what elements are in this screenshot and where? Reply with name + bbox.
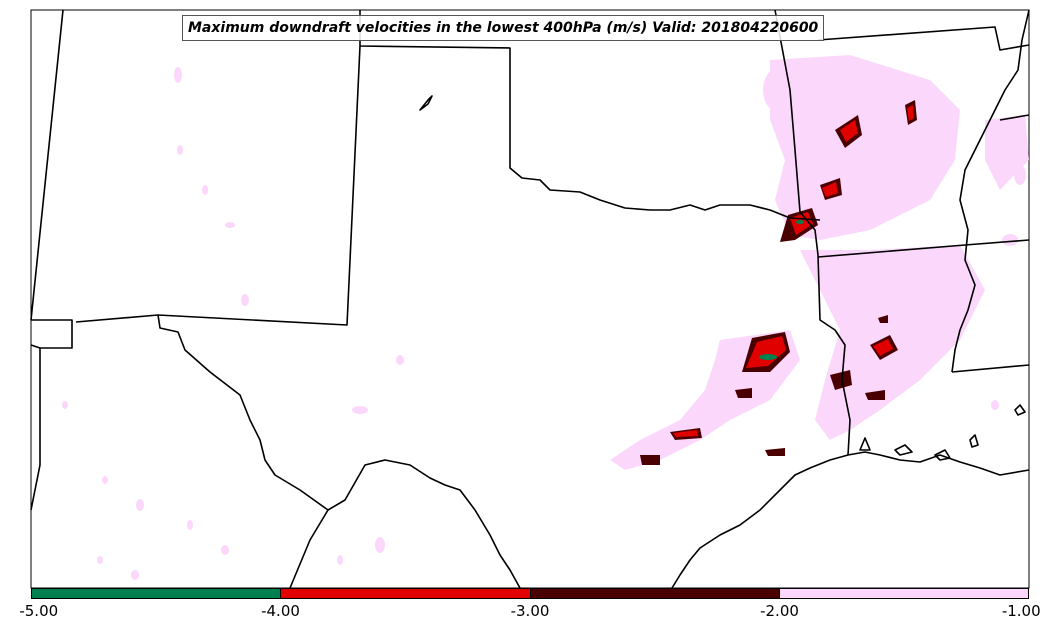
colorbar-segment <box>778 589 1028 598</box>
colorbar-segment <box>280 589 530 598</box>
state-boundaries <box>30 9 1030 589</box>
colorbar-tick-label: -5.00 <box>19 602 59 620</box>
extreme-downdraft-cells <box>759 220 804 360</box>
map-title: Maximum downdraft velocities in the lowe… <box>182 15 825 41</box>
colorbar-tick-label: -4.00 <box>261 602 300 620</box>
colorbar-tick-label: -2.00 <box>760 602 799 620</box>
colorbar-segment <box>32 589 281 598</box>
colorbar <box>31 588 1029 599</box>
colorbar-segment <box>529 589 779 598</box>
colorbar-tick-label: -1.00 <box>1001 602 1041 620</box>
colorbar-tick-label: -3.00 <box>510 602 550 620</box>
